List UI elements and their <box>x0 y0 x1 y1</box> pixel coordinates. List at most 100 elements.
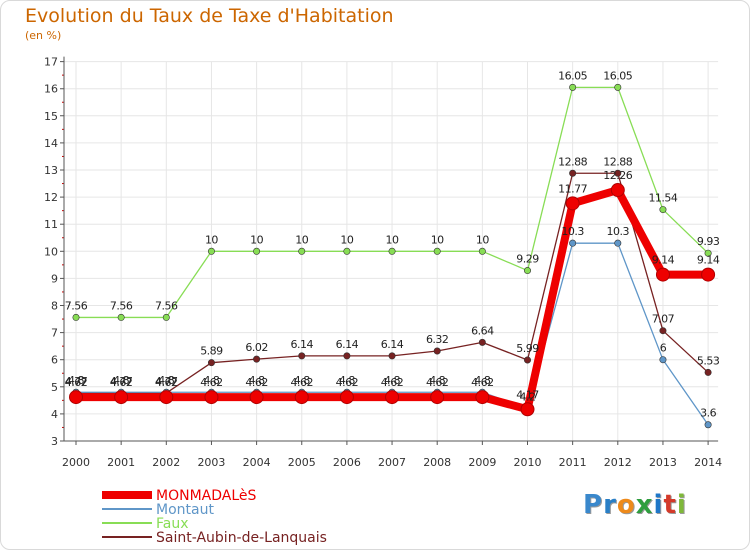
y-tick-label: 4 <box>51 408 58 421</box>
y-tick-label: 17 <box>44 56 58 69</box>
x-tick-label: 2007 <box>378 456 406 469</box>
logo-letter: i <box>653 490 664 520</box>
data-label: 4.8 <box>294 374 310 387</box>
logo-letter: i <box>676 490 687 520</box>
data-label: 4.62 <box>471 376 494 389</box>
data-label: 4.8 <box>429 374 445 387</box>
logo-letter: t <box>663 490 677 520</box>
data-point <box>72 313 80 321</box>
data-label: 4.62 <box>291 376 314 389</box>
data-point <box>478 338 486 346</box>
y-tick-label: 11 <box>44 218 58 231</box>
x-tick-label: 2006 <box>333 456 361 469</box>
data-label: 5.53 <box>697 354 720 367</box>
x-tick-label: 2003 <box>197 456 225 469</box>
data-point <box>207 359 215 367</box>
y-tick-label: 16 <box>44 83 58 96</box>
data-label: 11.77 <box>558 182 587 195</box>
data-label: 7.07 <box>652 313 675 326</box>
data-label: 4.62 <box>155 376 178 389</box>
data-label: 16.05 <box>603 69 632 82</box>
legend-label: Montaut <box>156 502 214 518</box>
data-label: 6.14 <box>381 338 404 351</box>
chart-title: Evolution du Taux de Taxe d'Habitation <box>25 5 394 27</box>
x-tick-label: 2010 <box>514 456 542 469</box>
data-label: 10.3 <box>561 225 584 238</box>
data-point <box>298 247 306 255</box>
data-label: 10 <box>476 233 489 246</box>
logo-letter: P <box>583 490 604 520</box>
y-tick-label: 15 <box>44 110 58 123</box>
data-point <box>655 267 670 282</box>
y-tick-label: 7 <box>51 327 58 340</box>
x-tick-label: 2009 <box>468 456 496 469</box>
data-label: 4.77 <box>110 375 133 388</box>
data-point <box>569 239 577 247</box>
data-point <box>343 247 351 255</box>
data-label: 4.62 <box>426 376 449 389</box>
data-point <box>433 247 441 255</box>
data-label: 10 <box>250 233 263 246</box>
y-tick-label: 5 <box>51 381 58 394</box>
data-label: 7.56 <box>110 299 133 312</box>
data-point <box>523 267 531 275</box>
data-point <box>162 313 170 321</box>
data-point <box>614 83 622 91</box>
data-label: 10 <box>205 233 218 246</box>
data-point <box>565 196 580 211</box>
x-tick-label: 2014 <box>694 456 722 469</box>
data-label: 5.89 <box>200 345 223 358</box>
data-point <box>523 356 531 364</box>
data-point <box>207 247 215 255</box>
data-point <box>343 352 351 360</box>
data-label: 3.6 <box>700 407 716 420</box>
legend-label: Saint-Aubin-de-Lanquais <box>156 530 327 546</box>
data-point <box>610 183 625 198</box>
data-label: 10 <box>340 233 353 246</box>
data-label: 6.14 <box>336 338 359 351</box>
data-label: 12.88 <box>603 155 632 168</box>
data-label: 6.14 <box>291 338 314 351</box>
data-label: 4.62 <box>336 376 359 389</box>
data-point <box>298 352 306 360</box>
x-tick-label: 2000 <box>62 456 90 469</box>
data-label: 4.8 <box>158 374 174 387</box>
data-label: 16.05 <box>558 69 587 82</box>
data-label: 10 <box>431 233 444 246</box>
data-point <box>430 390 445 405</box>
data-points <box>69 83 716 429</box>
logo-letter: x <box>635 490 654 520</box>
data-label: 6 <box>660 342 667 355</box>
x-tick-label: 2005 <box>288 456 316 469</box>
data-point <box>388 352 396 360</box>
y-tick-label: 14 <box>44 137 58 150</box>
data-point <box>433 347 441 355</box>
y-tick-label: 12 <box>44 191 58 204</box>
data-label: 4.62 <box>110 376 133 389</box>
data-label: 10 <box>386 233 399 246</box>
y-tick-label: 6 <box>51 354 58 367</box>
y-tick-label: 8 <box>51 300 58 313</box>
data-point <box>388 247 396 255</box>
data-label: 4.8 <box>339 374 355 387</box>
x-tick-label: 2001 <box>107 456 135 469</box>
data-label: 4.8 <box>249 374 265 387</box>
data-label: 4.8 <box>113 374 129 387</box>
data-point <box>701 267 716 282</box>
data-label: 7.56 <box>65 299 88 312</box>
data-point <box>659 206 667 214</box>
data-label: 6.02 <box>245 341 268 354</box>
y-tick-label: 10 <box>44 245 58 258</box>
data-point <box>704 249 712 257</box>
data-label: 4.62 <box>245 376 268 389</box>
data-point <box>569 169 577 177</box>
data-point <box>253 247 261 255</box>
data-label: 4.62 <box>200 376 223 389</box>
proxiti-logo: Proxiti <box>583 490 687 520</box>
data-point <box>520 402 535 417</box>
logo-letter: o <box>616 490 636 520</box>
data-point <box>339 390 354 405</box>
axes: 3 4 5 6 7 8 9 10 11 12 13 14 15 16 17 2000 2001 2002 2003 2… <box>44 56 722 469</box>
data-label: 4.62 <box>381 376 404 389</box>
